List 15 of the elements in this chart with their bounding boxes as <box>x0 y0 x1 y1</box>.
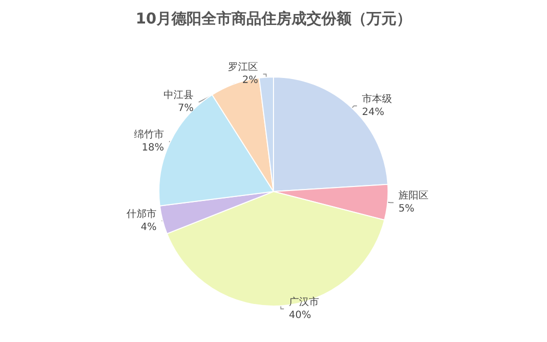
chart-title: 10月德阳全市商品住房成交份额（万元） <box>136 10 412 28</box>
slice-label: 罗江区 <box>228 61 258 74</box>
data-label: 4% <box>140 222 157 233</box>
slice-label: 什邡市 <box>126 208 157 220</box>
slice-label: 绵竹市 <box>134 128 164 140</box>
data-label: 18% <box>142 142 164 154</box>
slice-label: 中江县 <box>164 89 194 102</box>
data-label: 24% <box>362 106 384 118</box>
slice-label: 旌阳区 <box>398 190 429 202</box>
data-label: 7% <box>178 103 194 114</box>
slice-label: 广汉市 <box>288 296 319 308</box>
data-label: 2% <box>242 75 258 86</box>
data-label: 5% <box>398 204 414 215</box>
data-label: 40% <box>288 310 312 321</box>
slice-label: 市本级 <box>362 92 392 105</box>
